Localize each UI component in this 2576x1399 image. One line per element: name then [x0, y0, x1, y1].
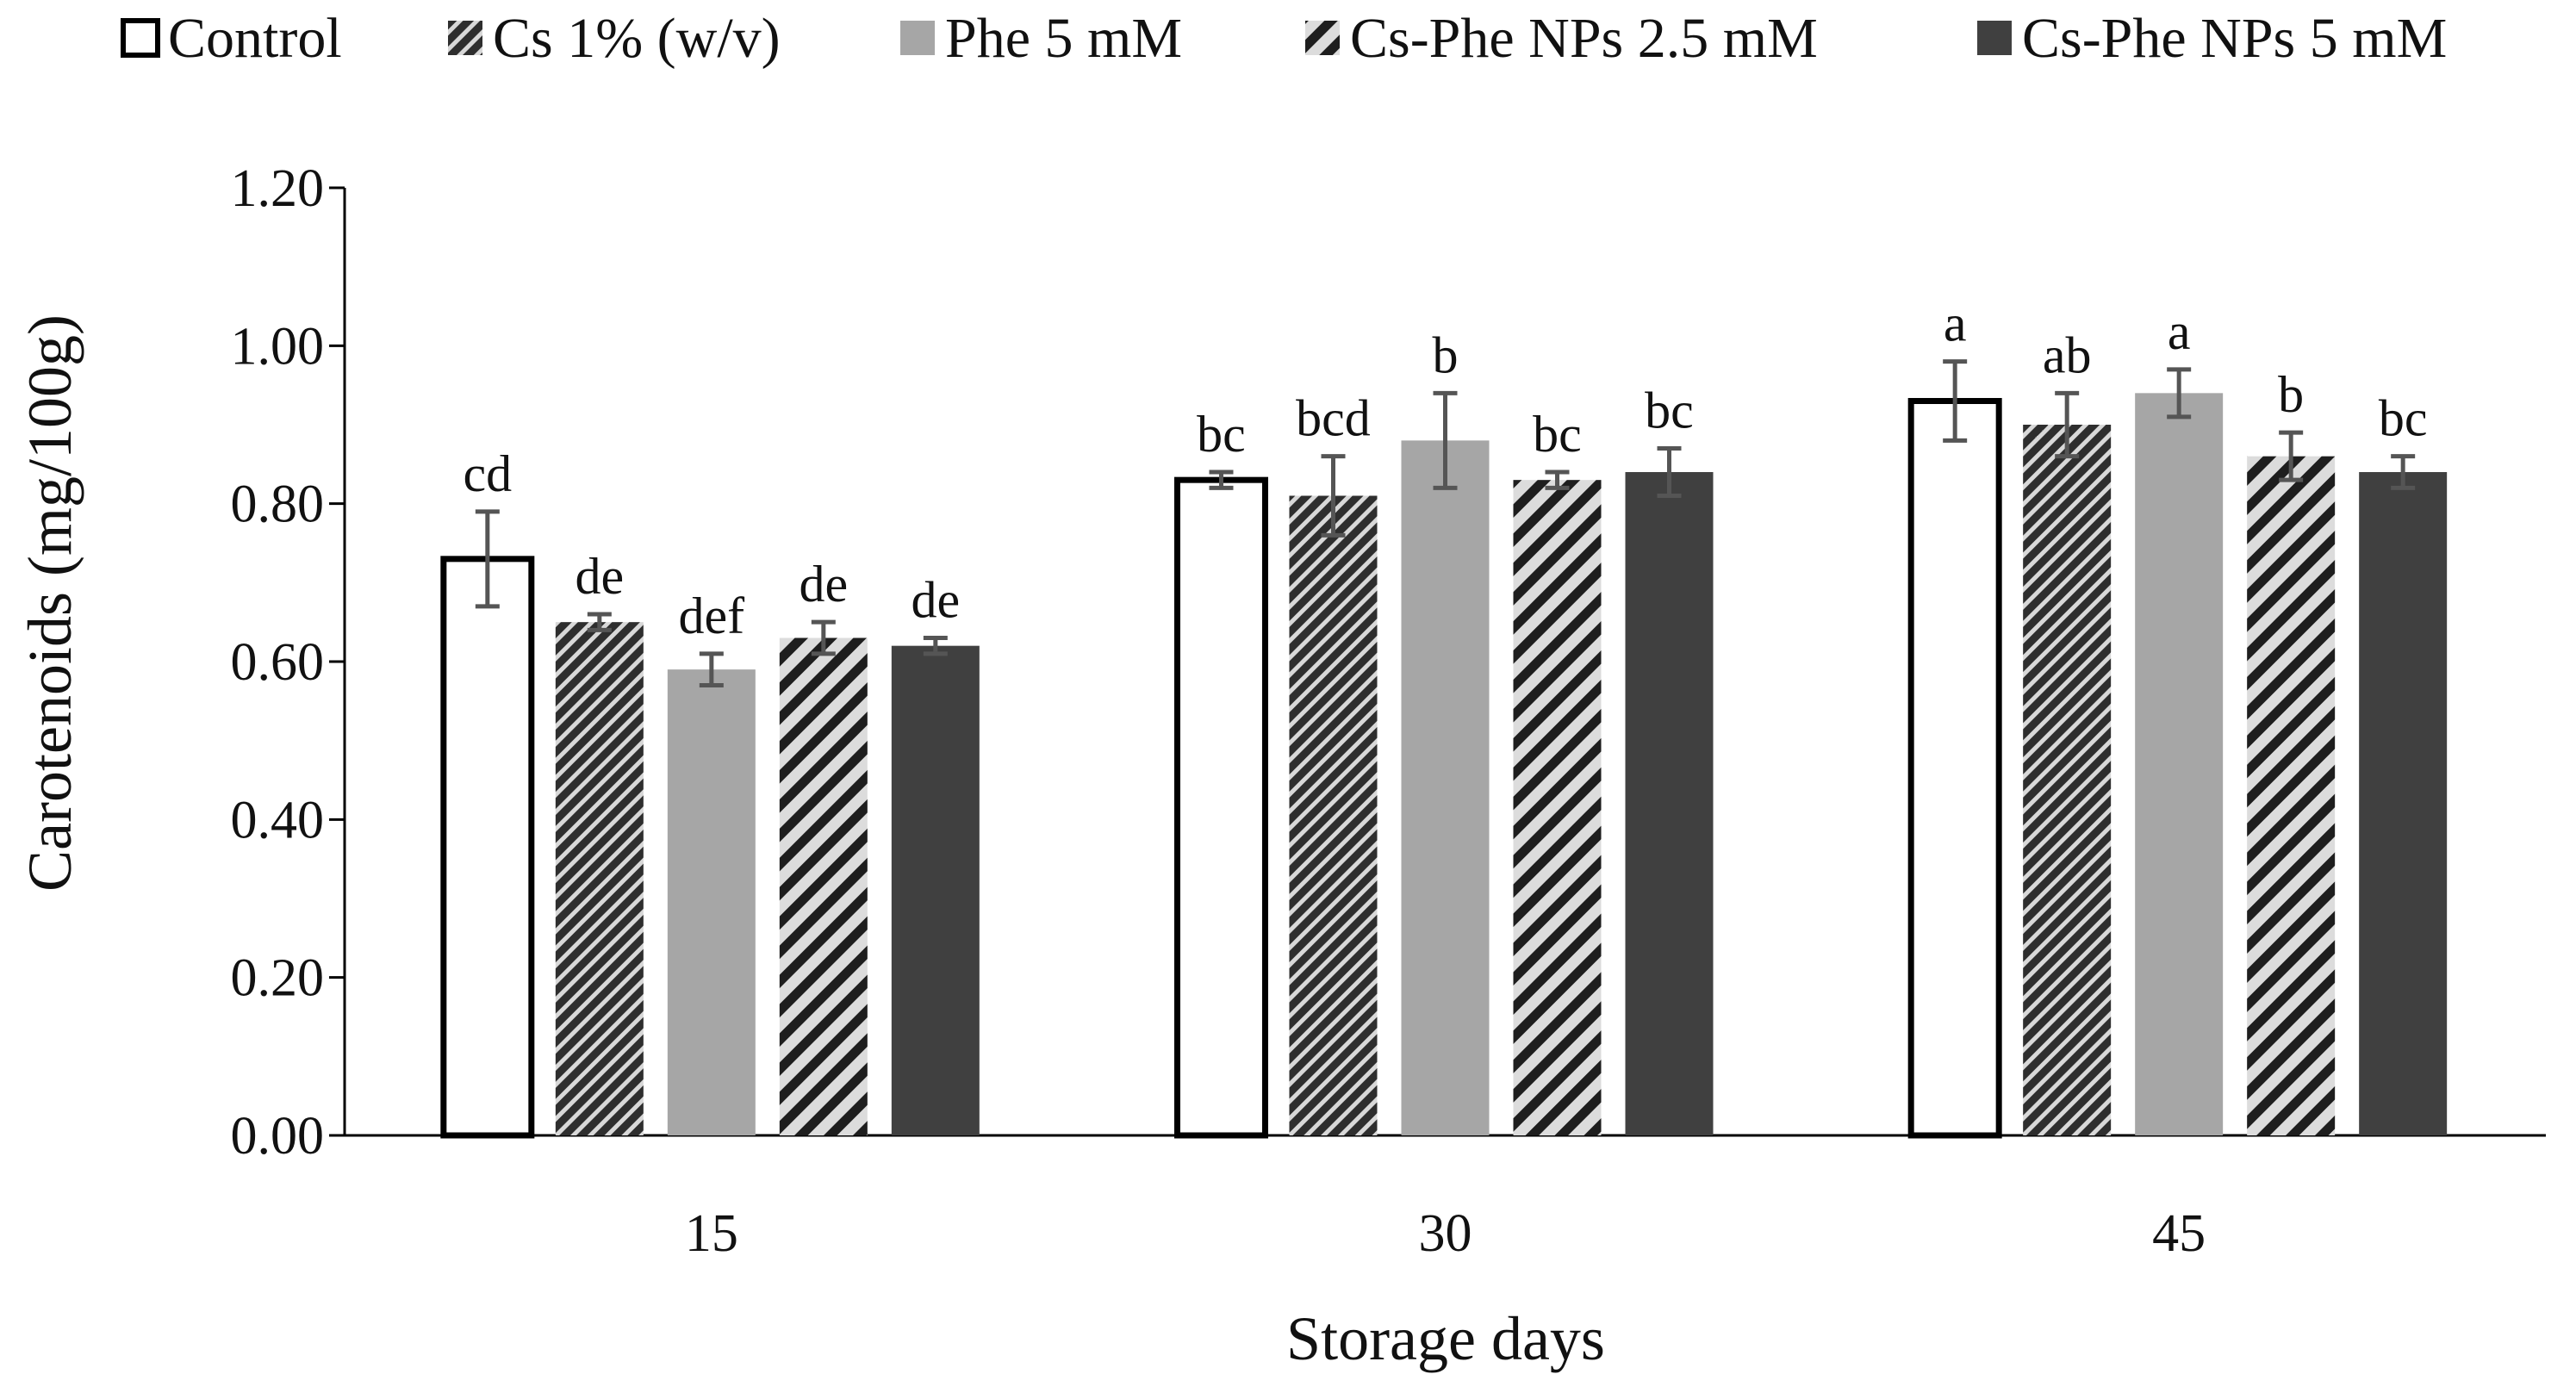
legend-swatch [1305, 21, 1340, 55]
y-axis-title: Carotenoids (mg/100g) [16, 314, 84, 892]
error-bar [475, 509, 500, 609]
y-tick-label: 0.00 [231, 1107, 325, 1166]
bar [891, 645, 980, 1135]
significance-letter: de [800, 556, 849, 612]
legend-item: Cs 1% (w/v) [448, 7, 781, 70]
significance-letter: cd [464, 445, 513, 502]
significance-letter: bc [1645, 382, 1694, 439]
error-bar [2391, 454, 2416, 490]
legend-label: Cs-Phe NPs 5 mM [2022, 7, 2447, 70]
bar [779, 637, 868, 1135]
error-bar [1943, 359, 1968, 443]
legend-swatch [121, 18, 160, 58]
legend-label: Phe 5 mM [945, 7, 1182, 70]
bar [440, 556, 535, 1139]
bar [2135, 393, 2224, 1135]
error-bar [811, 619, 836, 656]
legend-item: Cs-Phe NPs 2.5 mM [1305, 7, 1818, 70]
x-tick-label: 15 [685, 1204, 738, 1263]
significance-letter: de [576, 548, 625, 605]
bar [2247, 456, 2336, 1135]
bar [1289, 495, 1378, 1135]
legend-item: Cs-Phe NPs 5 mM [1977, 7, 2447, 70]
significance-letter: bc [1197, 406, 1246, 463]
error-bar [587, 612, 612, 632]
significance-letter: b [2278, 366, 2304, 423]
error-bar [699, 651, 724, 687]
error-bar [1321, 454, 1346, 538]
significance-letter: b [1433, 326, 1459, 383]
bars [440, 359, 2448, 1139]
error-bar [1433, 390, 1458, 490]
legend-swatch [1977, 21, 2012, 55]
y-tick-label: 0.20 [231, 949, 325, 1008]
legend-label: Cs 1% (w/v) [493, 7, 781, 70]
x-tick-label: 30 [1419, 1204, 1472, 1263]
significance-letter: a [1944, 295, 1967, 352]
bar [2359, 472, 2448, 1135]
significance-letter: def [679, 588, 745, 644]
significance-letter: bcd [1296, 390, 1371, 447]
legend-label: Control [168, 7, 342, 70]
bar [1625, 472, 1714, 1135]
error-bar [1545, 469, 1570, 490]
legend-swatch [900, 21, 935, 55]
error-bar [923, 636, 948, 656]
legend-swatch [448, 21, 482, 55]
legend-item: Control [121, 7, 342, 70]
error-bar [2279, 430, 2304, 482]
x-tick-label: 45 [2152, 1204, 2206, 1263]
legend-label: Cs-Phe NPs 2.5 mM [1350, 7, 1818, 70]
significance-letter: a [2168, 303, 2191, 360]
error-bar [1657, 446, 1682, 498]
error-bar [1209, 469, 1234, 490]
legend: Control Cs 1% (w/v) Phe 5 mM Cs-Phe NPs 2.5… [121, 7, 2447, 70]
y-tick-label: 0.80 [231, 476, 325, 534]
significance-letter: bc [2379, 390, 2428, 447]
axes: 0.00 0.20 0.40 0.60 0.80 1.00 1.20 15 30 45 [231, 159, 2546, 1263]
x-axis-title: Storage days [1286, 1304, 1605, 1373]
y-tick-label: 1.00 [231, 317, 325, 376]
y-tick-label: 0.60 [231, 633, 325, 692]
bar [1907, 398, 2002, 1139]
bar [1174, 476, 1268, 1139]
significance-letter: ab [2043, 326, 2092, 383]
y-tick-label: 0.40 [231, 791, 325, 849]
significance-letter: de [912, 572, 961, 629]
bar [1401, 440, 1490, 1135]
y-tick-label: 1.20 [231, 159, 325, 218]
bar [667, 669, 756, 1135]
significance-letter: bc [1533, 406, 1582, 463]
bar [2023, 425, 2112, 1135]
error-bar [2055, 390, 2080, 459]
legend-item: Phe 5 mM [900, 7, 1182, 70]
bar [1513, 480, 1602, 1135]
error-bar [2167, 367, 2192, 420]
bar [555, 622, 644, 1135]
